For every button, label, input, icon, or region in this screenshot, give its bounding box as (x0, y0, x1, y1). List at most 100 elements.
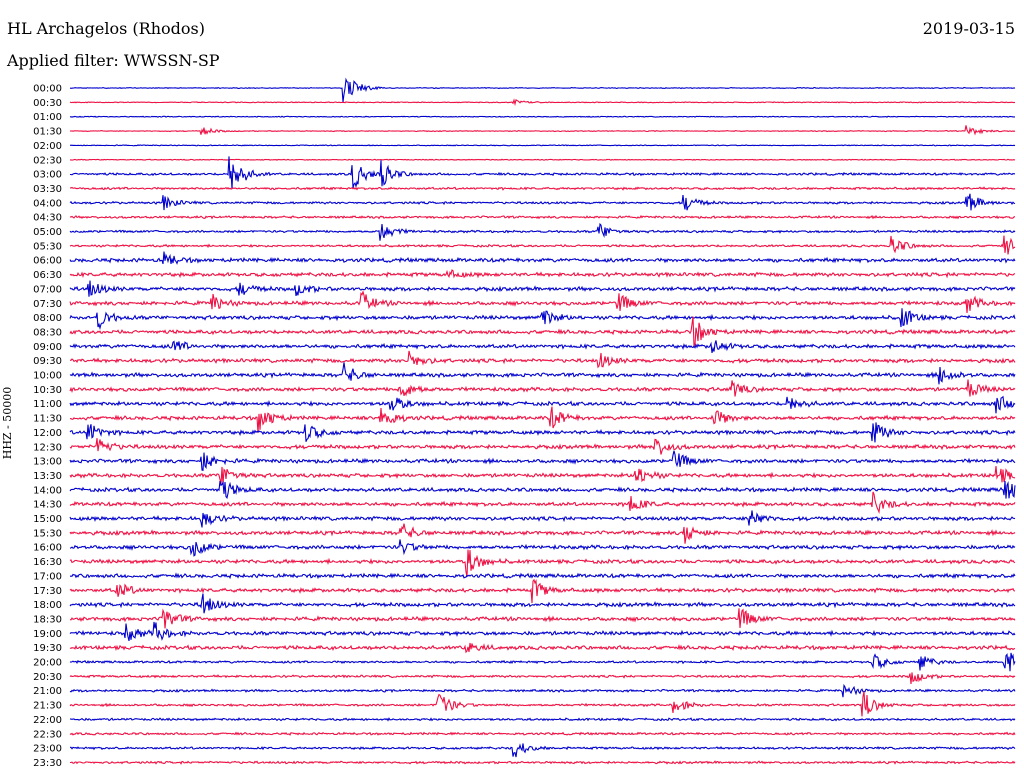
trace-line (69, 450, 1016, 471)
time-tick-label: 09:30 (33, 356, 62, 367)
time-tick-label: 19:00 (33, 629, 62, 640)
trace-line (69, 422, 1016, 443)
time-tick-label: 16:00 (33, 543, 62, 554)
time-tick-label: 20:00 (33, 658, 62, 669)
trace-line (69, 539, 1016, 557)
time-tick-label: 04:00 (33, 198, 62, 209)
trace-line (69, 572, 1016, 580)
time-tick-label: 06:30 (33, 270, 62, 281)
time-tick-label: 21:30 (33, 701, 62, 712)
time-tick-label: 00:00 (33, 84, 62, 95)
trace-line (70, 760, 1016, 765)
time-tick-label: 16:30 (33, 557, 62, 568)
time-tick-label: 06:00 (33, 256, 62, 267)
trace-line (70, 156, 1016, 190)
time-tick-label: 13:00 (33, 457, 62, 468)
trace-line (69, 269, 1016, 279)
trace-line (69, 251, 1016, 265)
station-title: HL Archagelos (Rhodos) (7, 19, 205, 38)
time-tick-label: 09:00 (33, 342, 62, 353)
time-tick-label: 21:00 (33, 686, 62, 697)
time-tick-label: 11:30 (33, 414, 62, 425)
trace-line (69, 691, 1016, 717)
trace-line (69, 480, 1016, 500)
trace-line (69, 608, 1016, 629)
date-label: 2019-03-15 (922, 19, 1015, 38)
trace-line (69, 717, 1016, 722)
time-tick-label: 17:30 (33, 586, 62, 597)
trace-line (69, 340, 1016, 354)
time-tick-label: 07:00 (33, 284, 62, 295)
trace-line (69, 438, 1016, 455)
trace-line (70, 158, 1016, 161)
trace-line (70, 743, 1016, 758)
time-tick-label: 14:30 (33, 500, 62, 511)
time-tick-label: 22:00 (33, 715, 62, 726)
trace-line (69, 77, 1016, 102)
time-tick-label: 17:00 (33, 571, 62, 582)
trace-line (69, 395, 1016, 414)
trace-line (69, 125, 1016, 136)
trace-line (69, 578, 1016, 604)
time-tick-label: 23:30 (33, 758, 62, 769)
trace-line (69, 731, 1016, 736)
trace-line (69, 642, 1015, 654)
trace-line (69, 289, 1016, 314)
time-tick-label: 11:00 (33, 399, 62, 410)
trace-line (69, 235, 1016, 255)
time-tick-label: 01:00 (33, 112, 62, 123)
trace-line (69, 621, 1016, 642)
time-tick-label: 10:30 (33, 385, 62, 396)
trace-line (69, 672, 1016, 685)
time-tick-label: 00:30 (33, 98, 62, 109)
time-tick-label: 02:00 (33, 141, 62, 152)
trace-line (69, 316, 1016, 349)
trace-line (69, 193, 1016, 211)
trace-line (69, 98, 1016, 107)
trace-line (69, 523, 1016, 544)
time-tick-label: 10:00 (33, 371, 62, 382)
trace-line (69, 280, 1016, 297)
time-tick-label: 12:00 (33, 428, 62, 439)
time-tick-label: 08:30 (33, 327, 62, 338)
time-tick-label: 19:30 (33, 643, 62, 654)
time-tick-label: 20:30 (33, 672, 62, 683)
trace-line (69, 683, 1016, 698)
filter-label: Applied filter: WWSSN-SP (7, 51, 220, 70)
time-tick-label: 03:00 (33, 170, 62, 181)
time-tick-label: 14:00 (33, 485, 62, 496)
trace-line (69, 350, 1016, 369)
trace-line (70, 186, 1016, 191)
trace-line (69, 491, 1016, 515)
time-tick-label: 05:30 (33, 241, 62, 252)
trace-line (69, 144, 1016, 147)
time-tick-label: 03:30 (33, 184, 62, 195)
trace-line (69, 362, 1016, 385)
time-tick-label: 18:00 (33, 600, 62, 611)
time-tick-label: 18:30 (33, 614, 62, 625)
time-tick-label: 12:30 (33, 442, 62, 453)
trace-line (69, 652, 1016, 672)
time-tick-label: 02:30 (33, 155, 62, 166)
trace-line (69, 593, 1016, 614)
trace-line (69, 549, 1016, 578)
trace-line (69, 510, 1016, 528)
time-tick-label: 23:00 (33, 744, 62, 755)
time-tick-label: 04:30 (33, 213, 62, 224)
time-tick-label: 13:30 (33, 471, 62, 482)
time-tick-label: 07:30 (33, 299, 62, 310)
time-tick-label: 01:30 (33, 127, 62, 138)
time-tick-label: 15:00 (33, 514, 62, 525)
trace-line (69, 466, 1016, 485)
time-tick-label: 08:00 (33, 313, 62, 324)
trace-line (69, 115, 1015, 118)
trace-line (69, 406, 1016, 434)
time-tick-label: 05:00 (33, 227, 62, 238)
trace-line (69, 222, 1016, 241)
trace-line (69, 379, 1016, 397)
trace-line (69, 214, 1016, 220)
time-tick-label: 22:30 (33, 729, 62, 740)
trace-line (69, 308, 1016, 331)
time-tick-label: 15:30 (33, 528, 62, 539)
